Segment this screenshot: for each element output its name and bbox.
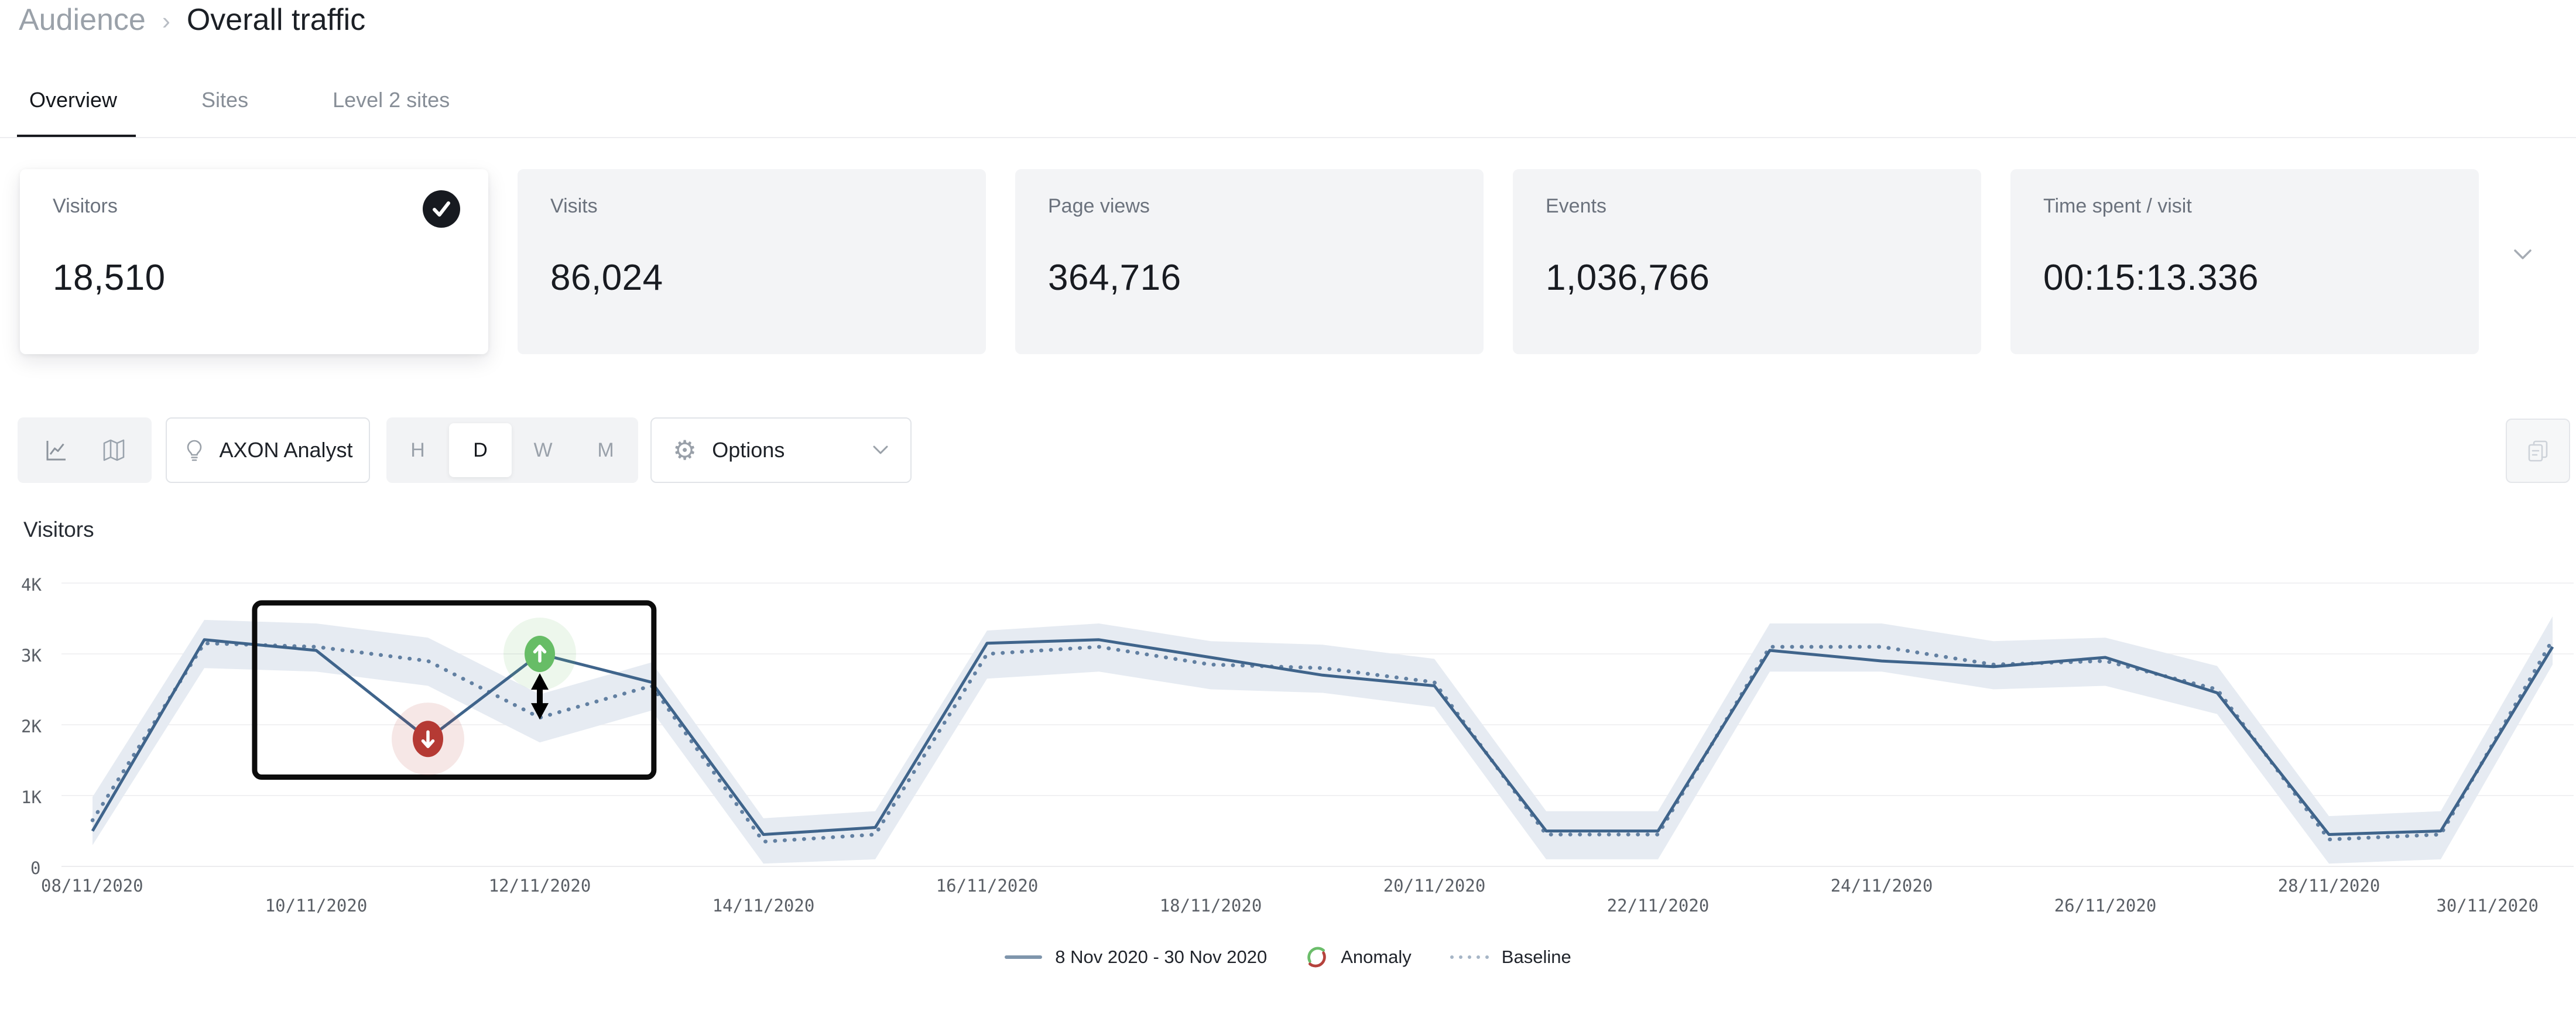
gear-icon: ⚙ [673, 434, 697, 466]
copy-chart-button[interactable] [2506, 419, 2570, 483]
arrow-down-icon [421, 730, 435, 748]
metric-label: Page views [1048, 195, 1150, 217]
metric-label: Visits [550, 195, 598, 217]
metric-card-visits[interactable]: Visits 86,024 [518, 169, 986, 354]
x-tick: 14/11/2020 [712, 896, 815, 916]
legend-item-anomaly[interactable]: Anomaly [1306, 946, 1412, 968]
copy-icon [2528, 440, 2548, 462]
tab-overview[interactable]: Overview [29, 88, 118, 112]
selected-check-badge [423, 190, 460, 228]
anomaly-marker-down[interactable] [392, 702, 464, 776]
x-tick: 30/11/2020 [2436, 896, 2539, 916]
metric-label: Time spent / visit [2043, 195, 2192, 217]
metric-value: 18,510 [53, 258, 166, 298]
anomaly-highlight-box [252, 600, 657, 780]
y-axis-ticks: 4K 3K 2K 1K 0 [21, 575, 42, 878]
options-dropdown[interactable]: ⚙ Options [650, 417, 912, 483]
tab-level2-sites[interactable]: Level 2 sites [333, 88, 450, 112]
granularity-day[interactable]: D [449, 423, 512, 477]
legend-baseline-label: Baseline [1501, 947, 1571, 967]
x-tick: 08/11/2020 [41, 876, 143, 896]
anomaly-marker-up[interactable] [503, 618, 576, 690]
axon-analyst-label: AXON Analyst [219, 438, 353, 462]
y-tick: 0 [30, 858, 40, 878]
tab-bar: Overview Sites Level 2 sites [18, 88, 461, 112]
chart-title: Visitors [23, 518, 94, 542]
metric-card-visitors[interactable]: Visitors 18,510 [20, 169, 488, 354]
line-chart-view-button[interactable] [43, 437, 70, 464]
metric-card-page-views[interactable]: Page views 364,716 [1015, 169, 1484, 354]
x-tick: 12/11/2020 [489, 876, 591, 896]
map-view-button[interactable] [100, 437, 127, 464]
legend-series-label: 8 Nov 2020 - 30 Nov 2020 [1055, 947, 1268, 967]
granularity-switcher: H D W M [386, 417, 638, 483]
options-label: Options [712, 438, 785, 462]
map-icon [103, 439, 124, 461]
tabs-divider [0, 137, 2576, 138]
x-tick: 28/11/2020 [2278, 876, 2380, 896]
axon-analyst-button[interactable]: AXON Analyst [166, 417, 370, 483]
granularity-week[interactable]: W [533, 439, 553, 461]
baseline-dotted-swatch [1450, 955, 1489, 959]
anomaly-delta-arrow [531, 673, 549, 720]
metric-value: 86,024 [550, 258, 663, 298]
baseline-confidence-band [93, 616, 2553, 864]
page-title: Overall traffic [186, 3, 366, 37]
breadcrumb-parent[interactable]: Audience [19, 3, 146, 37]
x-axis-ticks: 08/11/2020 10/11/2020 12/11/2020 14/11/2… [41, 876, 2539, 916]
y-tick: 1K [21, 787, 42, 807]
chart-legend: 8 Nov 2020 - 30 Nov 2020 Anomaly Baselin… [0, 946, 2576, 968]
anomaly-markers [392, 618, 576, 776]
granularity-hour[interactable]: H [410, 439, 425, 461]
active-tab-underline [17, 135, 136, 138]
line-chart-icon [46, 441, 66, 461]
breadcrumb-separator-icon: › [162, 7, 170, 35]
metric-value: 1,036,766 [1546, 258, 1710, 298]
x-tick: 20/11/2020 [1383, 876, 1486, 896]
arrow-up-icon [533, 645, 547, 663]
x-tick: 26/11/2020 [2054, 896, 2157, 916]
metric-label: Visitors [53, 195, 118, 217]
legend-item-baseline[interactable]: Baseline [1450, 947, 1571, 968]
series-line-swatch [1005, 955, 1043, 959]
chevron-down-icon [873, 445, 888, 454]
metric-value: 364,716 [1048, 258, 1181, 298]
chart-type-switcher [18, 417, 152, 483]
anomaly-ring-icon [1307, 947, 1326, 968]
x-tick: 22/11/2020 [1607, 896, 1710, 916]
legend-item-series[interactable]: 8 Nov 2020 - 30 Nov 2020 [1005, 947, 1267, 968]
legend-anomaly-label: Anomaly [1341, 947, 1412, 967]
more-metrics-chevron[interactable] [2513, 248, 2533, 264]
metric-card-events[interactable]: Events 1,036,766 [1513, 169, 1981, 354]
tab-sites[interactable]: Sites [201, 88, 249, 112]
visitors-series-line [91, 638, 2554, 836]
check-icon [433, 201, 450, 217]
y-tick: 3K [21, 646, 42, 666]
metric-value: 00:15:13.336 [2043, 258, 2259, 298]
x-tick: 24/11/2020 [1831, 876, 1933, 896]
chevron-down-icon [2514, 249, 2532, 259]
metric-card-time-spent[interactable]: Time spent / visit 00:15:13.336 [2010, 169, 2479, 354]
metric-cards-row: Visitors 18,510 Visits 86,024 Page views… [20, 169, 2479, 354]
granularity-month[interactable]: M [597, 439, 614, 461]
gridlines [61, 582, 2574, 867]
y-tick: 4K [21, 575, 42, 595]
lightbulb-icon [187, 440, 202, 461]
x-tick: 18/11/2020 [1160, 896, 1262, 916]
y-tick: 2K [21, 717, 42, 736]
breadcrumb: Audience › Overall traffic [19, 2, 365, 37]
metric-label: Events [1546, 195, 1606, 217]
x-tick: 10/11/2020 [265, 896, 368, 916]
x-tick: 16/11/2020 [936, 876, 1039, 896]
